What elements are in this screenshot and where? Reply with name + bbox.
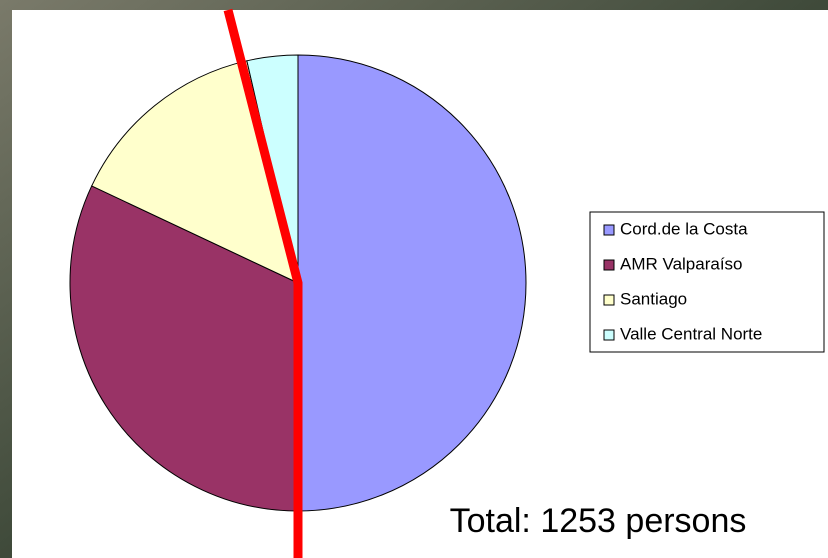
legend-label: Valle Central Norte — [620, 324, 762, 343]
legend-swatch — [603, 224, 615, 236]
legend-swatch — [603, 259, 615, 271]
pie-slice — [91, 60, 299, 284]
annotation: Total: 1253 persons — [450, 502, 747, 540]
pie-slice — [69, 185, 299, 512]
legend-box — [589, 211, 825, 353]
legend-swatch — [603, 294, 615, 306]
legend-label: AMR Valparaíso — [620, 254, 743, 273]
legend: Cord.de la Costa AMR Valparaíso Santiago Va… — [603, 219, 762, 343]
annotation-line — [223, 8, 303, 558]
pie-slice — [297, 54, 527, 512]
legend-label: Cord.de la Costa — [620, 219, 748, 238]
legend-label: Santiago — [620, 289, 687, 308]
legend-swatch — [603, 329, 615, 341]
